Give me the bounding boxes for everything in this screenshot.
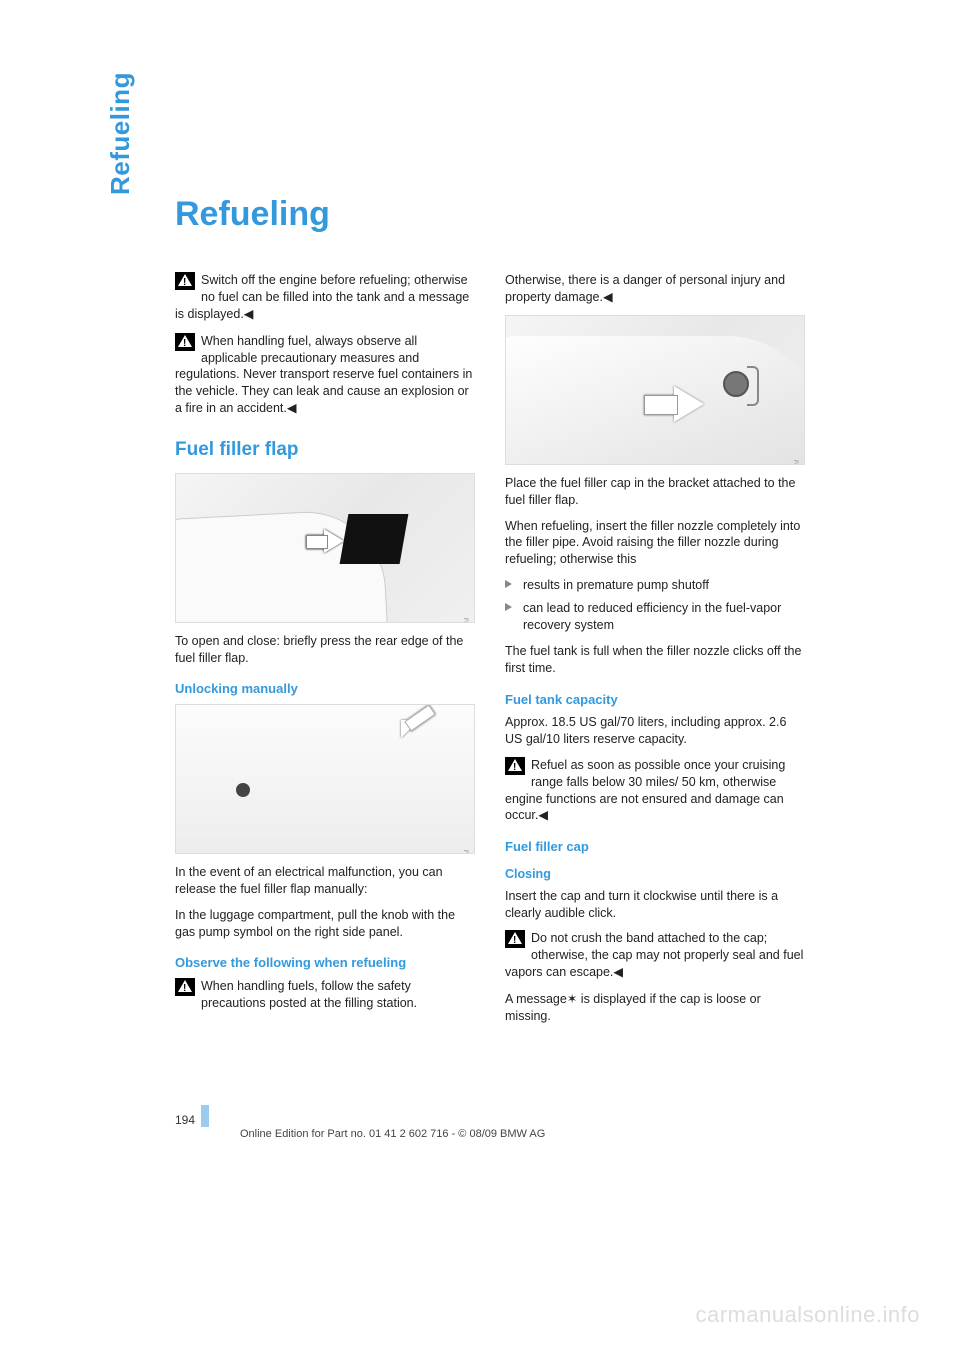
warning-icon <box>505 757 525 775</box>
figure-filler-cap: MW0706BVM <box>505 315 805 465</box>
warning-icon <box>175 333 195 351</box>
heading-observe-refueling: Observe the following when refueling <box>175 954 475 972</box>
bullet-list: results in premature pump shutoff can le… <box>505 577 805 634</box>
footer-text: Online Edition for Part no. 01 41 2 602 … <box>240 1128 545 1140</box>
figure-code: MW0718BVM <box>463 849 472 854</box>
arrow-icon <box>324 529 344 553</box>
paragraph-malfunction: In the event of an electrical malfunctio… <box>175 864 475 898</box>
list-item: can lead to reduced efficiency in the fu… <box>505 600 805 634</box>
paragraph-luggage: In the luggage compartment, pull the kno… <box>175 907 475 941</box>
list-item: results in premature pump shutoff <box>505 577 805 594</box>
figure-code: MW0706BVM <box>793 460 802 465</box>
warning-block-3: When handling fuels, follow the safety p… <box>175 978 475 1012</box>
warning-block-4: Refuel as soon as possible once your cru… <box>505 757 805 825</box>
figure-knob <box>236 783 250 797</box>
page-title: Refueling <box>175 195 810 234</box>
arrow-icon <box>674 386 704 422</box>
paragraph-tank-full: The fuel tank is full when the filler no… <box>505 643 805 677</box>
two-column-layout: Switch off the engine before refueling; … <box>175 272 810 1034</box>
heading-fuel-capacity: Fuel tank capacity <box>505 691 805 709</box>
warning-text: When handling fuel, always observe all a… <box>175 334 472 416</box>
page-number: 194 <box>175 1113 195 1127</box>
arrow-icon <box>401 720 419 738</box>
warning-icon <box>175 978 195 996</box>
warning-icon <box>505 930 525 948</box>
paragraph-message: A message✶ is displayed if the cap is lo… <box>505 991 805 1025</box>
warning-text: When handling fuels, follow the safety p… <box>201 979 417 1010</box>
heading-fuel-filler-cap: Fuel filler cap <box>505 838 805 856</box>
paragraph-capacity: Approx. 18.5 US gal/70 liters, including… <box>505 714 805 748</box>
watermark: carmanualsonline.info <box>695 1302 920 1328</box>
figure-cap <box>723 371 749 397</box>
page-number-box: 194 <box>175 1105 209 1127</box>
warning-text: Do not crush the band attached to the ca… <box>505 931 803 979</box>
figure-fuel-flap: MW0303BVM <box>175 473 475 623</box>
warning-icon <box>175 272 195 290</box>
warning-text: Switch off the engine before refueling; … <box>175 273 469 321</box>
paragraph-closing: Insert the cap and turn it clockwise unt… <box>505 888 805 922</box>
side-tab-label: Refueling <box>105 72 136 195</box>
column-left: Switch off the engine before refueling; … <box>175 272 475 1034</box>
column-right: Otherwise, there is a danger of personal… <box>505 272 805 1034</box>
paragraph-insert-nozzle: When refueling, insert the filler nozzle… <box>505 518 805 569</box>
figure-panel <box>176 705 474 853</box>
figure-code: MW0303BVM <box>463 618 472 623</box>
warning-text: Refuel as soon as possible once your cru… <box>505 758 785 823</box>
page-content: Refueling Switch off the engine before r… <box>110 195 810 1034</box>
heading-unlocking-manually: Unlocking manually <box>175 680 475 698</box>
warning-block-5: Do not crush the band attached to the ca… <box>505 930 805 981</box>
paragraph-otherwise: Otherwise, there is a danger of personal… <box>505 272 805 306</box>
warning-block-1: Switch off the engine before refueling; … <box>175 272 475 323</box>
figure-manual-unlock: MW0718BVM <box>175 704 475 854</box>
figure-flap-shape <box>340 514 409 564</box>
paragraph-open-close: To open and close: briefly press the rea… <box>175 633 475 667</box>
warning-block-2: When handling fuel, always observe all a… <box>175 333 475 417</box>
heading-fuel-filler-flap: Fuel filler flap <box>175 437 475 463</box>
paragraph-place-cap: Place the fuel filler cap in the bracket… <box>505 475 805 509</box>
heading-closing: Closing <box>505 866 805 883</box>
page-number-bar <box>201 1105 209 1127</box>
